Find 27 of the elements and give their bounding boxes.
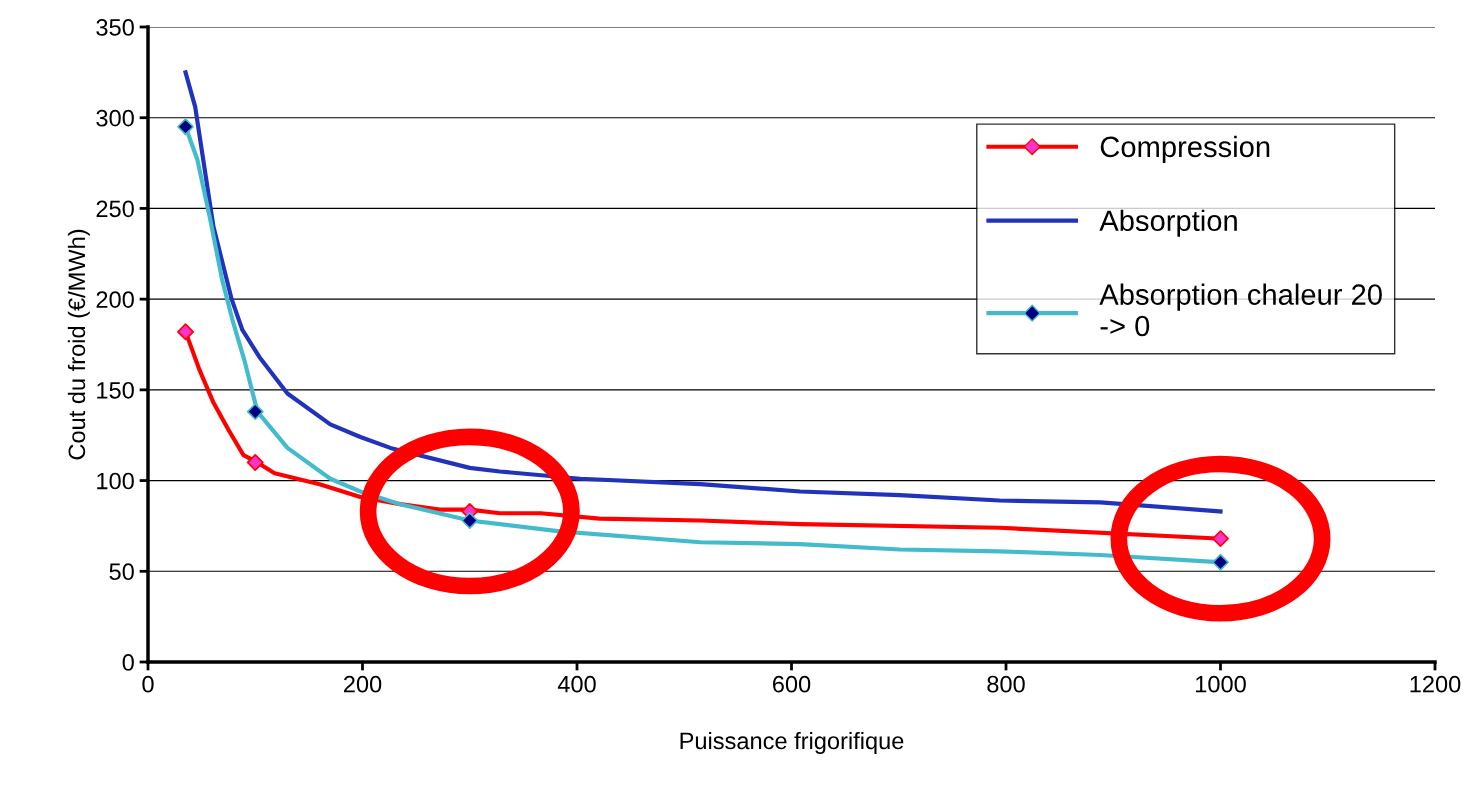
x-axis-title: Puissance frigorifique: [680, 731, 904, 754]
y-tick-label: 250: [96, 200, 134, 218]
y-tick-label: 200: [96, 291, 134, 308]
point: [177, 118, 194, 136]
legend-label: Compression: [1100, 135, 1270, 163]
y-tick-label: 50: [109, 563, 134, 581]
x-tick-label: 1200: [1410, 675, 1461, 693]
y-tick-label: 0: [122, 654, 134, 671]
x-tick-label: 1000: [1196, 675, 1246, 693]
point: [246, 403, 264, 421]
y-tick-label: 150: [97, 381, 134, 399]
y-tick-label: 100: [97, 472, 134, 490]
x-tick-label: 400: [557, 675, 596, 693]
point: [1212, 530, 1229, 548]
x-tick-label: 600: [773, 675, 811, 693]
point: [177, 323, 194, 341]
x-tick-label: 200: [343, 675, 382, 693]
y-axis-title: Cout du froid (€/MWh): [67, 229, 90, 460]
x-tick-label: 0: [142, 675, 154, 693]
y-tick-label: 350: [96, 19, 134, 36]
legend-label: Absorption chaleur 20 -> 0: [1099, 283, 1382, 337]
y-tick-label: 300: [96, 109, 134, 127]
x-tick-label: 800: [987, 675, 1025, 693]
point: [461, 512, 479, 529]
legend-label: Absorption: [1099, 209, 1237, 237]
point: [1212, 553, 1229, 571]
point: [246, 453, 264, 471]
